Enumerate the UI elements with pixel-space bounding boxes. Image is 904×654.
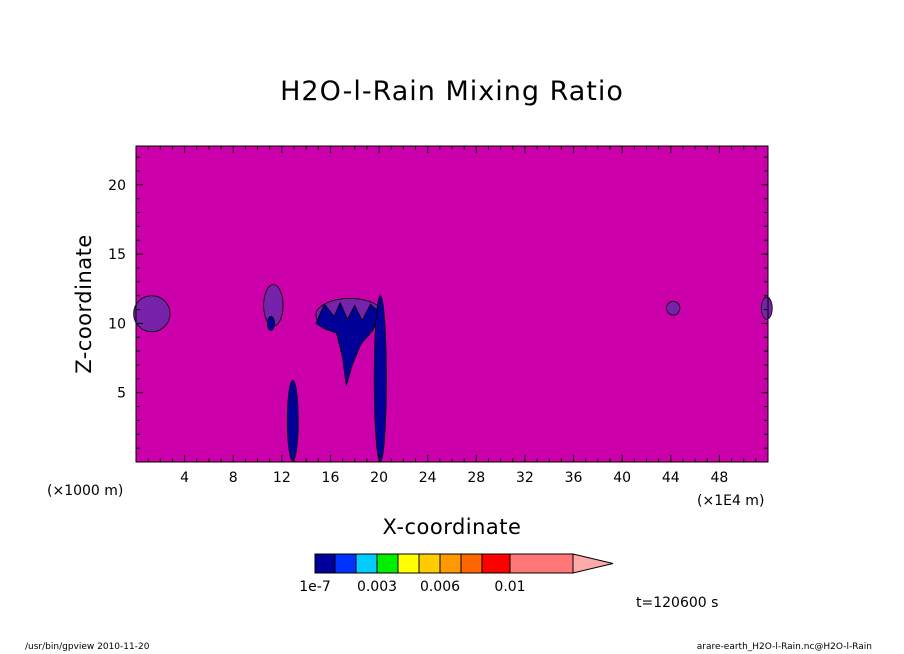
x-tick-label: 24 bbox=[419, 470, 437, 486]
footer-left: /usr/bin/gpview 2010-11-20 bbox=[25, 642, 150, 652]
contour-region bbox=[666, 300, 681, 316]
x-tick-label: 8 bbox=[229, 470, 238, 486]
colorbar-box bbox=[397, 553, 420, 574]
contour-region bbox=[266, 316, 275, 331]
colorbar-box bbox=[481, 553, 511, 574]
x-tick-label: 20 bbox=[370, 470, 388, 486]
x-unit-right: (×1E4 m) bbox=[697, 493, 765, 509]
x-tick-label: 48 bbox=[710, 470, 728, 486]
x-tick-label: 28 bbox=[467, 470, 485, 486]
x-tick-label: 40 bbox=[613, 470, 631, 486]
time-label: t=120600 s bbox=[636, 595, 719, 611]
colorbar-tick-label: 0.01 bbox=[494, 579, 525, 595]
colorbar-box bbox=[509, 553, 574, 574]
colorbar-box bbox=[334, 553, 357, 574]
colorbar-tick-label: 0.003 bbox=[357, 579, 397, 595]
colorbar-box bbox=[376, 553, 399, 574]
contour-region bbox=[373, 295, 387, 463]
x-tick-label: 12 bbox=[273, 470, 291, 486]
y-tick-label: 10 bbox=[108, 316, 126, 332]
x-tick-label: 4 bbox=[180, 470, 189, 486]
contour-region bbox=[286, 379, 299, 462]
x-unit-left: (×1000 m) bbox=[47, 483, 124, 499]
y-tick-label: 5 bbox=[117, 386, 126, 402]
colorbar-extension bbox=[572, 553, 614, 574]
contour-region bbox=[760, 296, 773, 320]
plot-area bbox=[136, 146, 768, 462]
x-tick-label: 16 bbox=[322, 470, 340, 486]
y-axis-label: Z-coordinate bbox=[72, 234, 96, 374]
chart-title: H2O-l-Rain Mixing Ratio bbox=[280, 76, 624, 107]
y-tick-label: 20 bbox=[108, 178, 126, 194]
colorbar-box bbox=[314, 553, 336, 574]
colorbar-tick-label: 1e-7 bbox=[299, 579, 330, 595]
x-axis-label: X-coordinate bbox=[382, 515, 522, 539]
colorbar-box bbox=[418, 553, 441, 574]
x-tick-label: 44 bbox=[662, 470, 680, 486]
colorbar-box bbox=[460, 553, 483, 574]
colorbar-box bbox=[439, 553, 462, 574]
x-tick-label: 36 bbox=[565, 470, 583, 486]
y-tick-label: 15 bbox=[108, 247, 126, 263]
x-tick-label: 32 bbox=[516, 470, 534, 486]
footer-right: arare-earth_H2O-l-Rain.nc@H2O-l-Rain bbox=[696, 642, 872, 652]
contour-region bbox=[133, 295, 171, 333]
colorbar-box bbox=[355, 553, 378, 574]
colorbar-tick-label: 0.006 bbox=[420, 579, 460, 595]
